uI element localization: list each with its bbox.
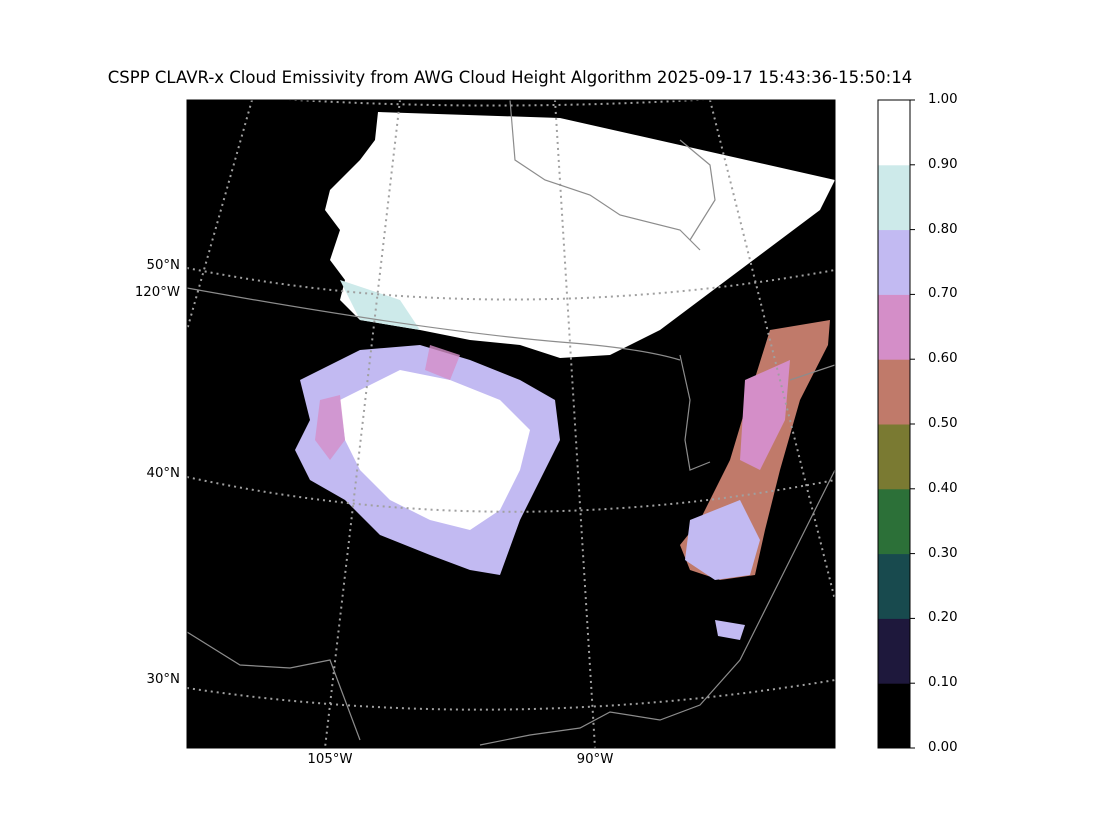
colorbar-segment	[878, 100, 910, 166]
colorbar-segment	[878, 618, 910, 684]
colorbar-tick-label: 0.00	[928, 740, 958, 755]
cloud-region-central-pink	[315, 345, 460, 460]
colorbar-tick-label: 0.70	[928, 286, 958, 302]
colorbar-segment	[878, 424, 910, 490]
colorbar-segment	[878, 164, 910, 231]
colorbar-tick-label: 0.60	[928, 351, 958, 367]
plot-title: CSPP CLAVR-x Cloud Emissivity from AWG C…	[107, 68, 913, 87]
colorbar-tick-label: 0.20	[928, 610, 958, 626]
political-borders	[187, 100, 835, 746]
colorbar-tick-label: 1.00	[928, 92, 958, 107]
map-frame	[186, 99, 836, 749]
colorbar-segment	[878, 229, 910, 295]
colorbar-tick-label: 0.40	[928, 480, 958, 496]
colorbar-tick-label: 0.10	[928, 675, 958, 691]
lat-label-50n: 50°N	[146, 258, 180, 273]
colorbar-segment	[878, 359, 910, 425]
lon-label-120w: 120°W	[134, 285, 180, 300]
cloud-region-east-pink	[740, 360, 790, 470]
graticule	[187, 100, 835, 748]
cloud-region-north	[325, 112, 835, 358]
colorbar-segment	[878, 294, 910, 360]
lat-label-40n: 40°N	[146, 466, 180, 481]
colorbar-tick-label: 0.30	[928, 545, 958, 561]
cloud-region-east-lavender	[685, 500, 760, 580]
colorbar-tick-label: 0.80	[928, 221, 958, 237]
colorbar-tick-label: 0.50	[928, 416, 958, 431]
colorbar-tick-label: 0.90	[928, 156, 958, 172]
cloud-region-southeast	[715, 620, 745, 640]
colorbar-segment	[878, 683, 910, 749]
lat-label-30n: 30°N	[146, 672, 180, 687]
colorbar-segment	[878, 488, 910, 555]
lon-label-105w: 105°W	[307, 752, 353, 767]
colorbar-segment	[878, 553, 910, 619]
lon-label-90w: 90°W	[576, 752, 614, 767]
cloud-region-central-core	[340, 370, 530, 530]
